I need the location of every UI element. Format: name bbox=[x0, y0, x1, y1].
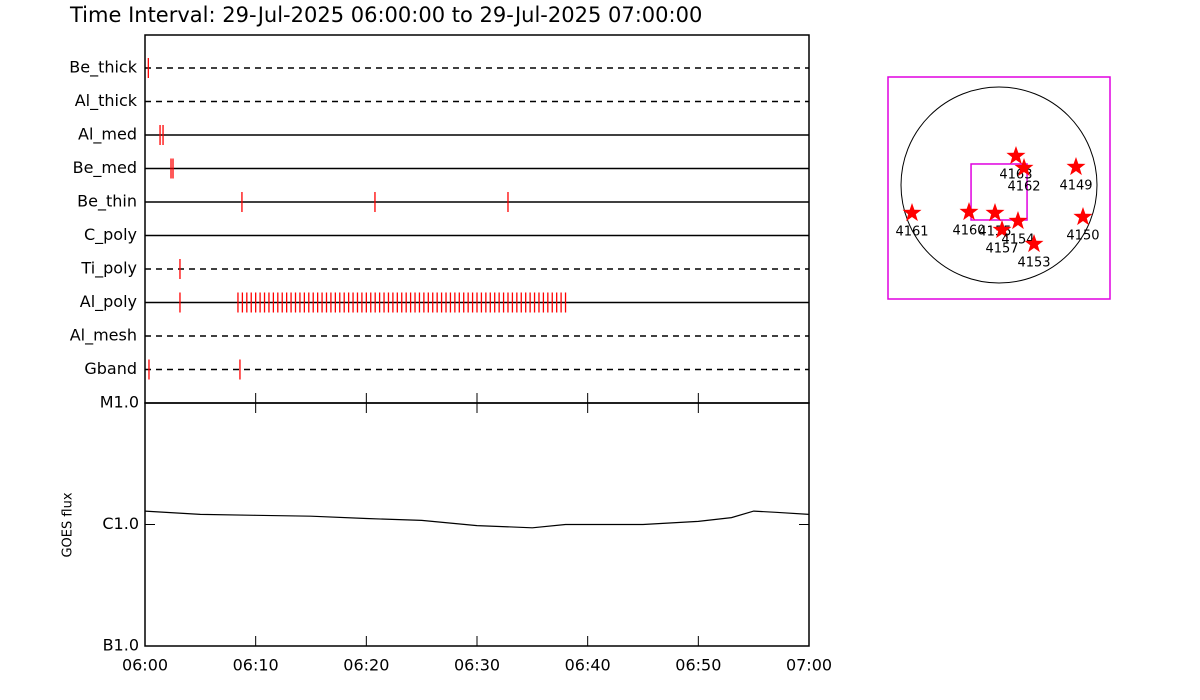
region-star bbox=[1024, 234, 1044, 253]
region-star bbox=[1073, 207, 1093, 226]
map-frame bbox=[887, 76, 1111, 300]
row-label: Al_poly bbox=[80, 292, 137, 312]
x-tick-label: 06:50 bbox=[675, 656, 721, 675]
x-tick-label: 06:30 bbox=[454, 656, 500, 675]
x-tick-label: 06:00 bbox=[122, 656, 168, 675]
row-label: Al_thick bbox=[75, 91, 138, 111]
row-label: Be_med bbox=[73, 158, 137, 178]
region-star bbox=[1008, 211, 1028, 230]
region-label: 4161 bbox=[895, 225, 928, 240]
row-label: Be_thin bbox=[77, 192, 137, 212]
region-star bbox=[1014, 158, 1034, 177]
row-label: C_poly bbox=[84, 225, 137, 245]
y-tick-label: M1.0 bbox=[100, 393, 139, 412]
region-label: 4157 bbox=[985, 241, 1018, 256]
region-star bbox=[959, 202, 979, 221]
region-star bbox=[985, 203, 1005, 222]
x-tick-label: 06:10 bbox=[233, 656, 279, 675]
row-label: Gband bbox=[84, 359, 137, 378]
row-label: Ti_poly bbox=[80, 259, 137, 279]
goes-curve bbox=[144, 510, 810, 529]
x-tick-label: 06:40 bbox=[565, 656, 611, 675]
row-label: Be_thick bbox=[69, 58, 137, 78]
region-label: 4154 bbox=[1001, 232, 1034, 247]
region-label: 4150 bbox=[1066, 228, 1099, 243]
row-label: Al_mesh bbox=[70, 326, 137, 346]
fov-box bbox=[970, 163, 1028, 221]
timeline-frame bbox=[144, 34, 810, 404]
x-tick-label: 07:00 bbox=[786, 656, 832, 675]
region-star bbox=[1006, 146, 1026, 165]
solar-disk bbox=[900, 86, 1098, 284]
region-label: 4149 bbox=[1059, 179, 1092, 194]
page-title: Time Interval: 29-Jul-2025 06:00:00 to 2… bbox=[69, 3, 702, 27]
region-label: 4153 bbox=[1017, 256, 1050, 271]
region-star bbox=[902, 203, 922, 222]
region-label: 4162 bbox=[1007, 180, 1040, 195]
region-star bbox=[992, 220, 1012, 239]
y-tick-label: C1.0 bbox=[102, 514, 139, 533]
region-label: 4160 bbox=[952, 224, 985, 239]
x-tick-label: 06:20 bbox=[343, 656, 389, 675]
row-label: Al_med bbox=[78, 125, 137, 145]
y-tick-label: B1.0 bbox=[103, 636, 139, 655]
y-axis-label: GOES flux bbox=[61, 492, 76, 557]
region-star bbox=[1066, 157, 1086, 176]
goes-frame bbox=[144, 402, 810, 647]
